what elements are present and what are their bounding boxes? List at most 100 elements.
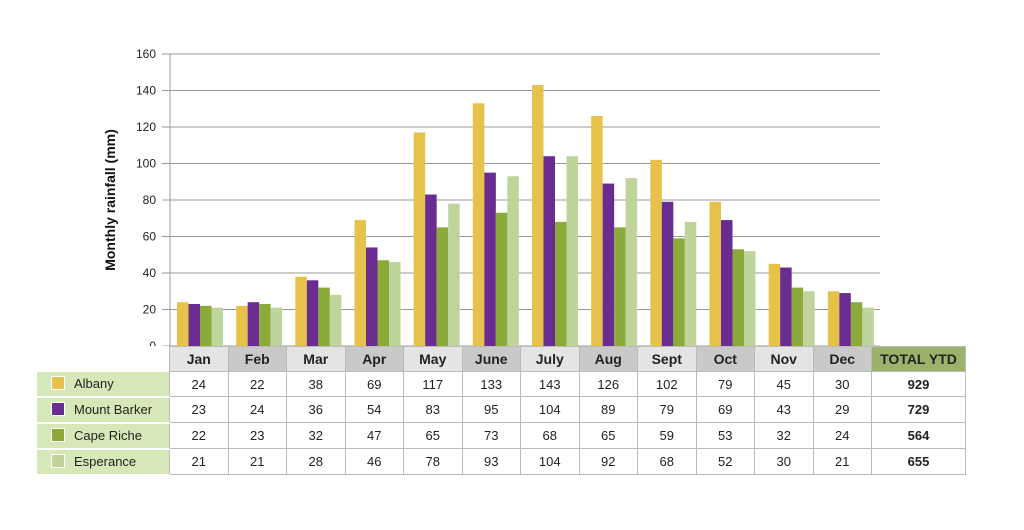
bar-esperance-june — [507, 176, 519, 346]
value-cell: 24 — [812, 422, 872, 449]
bar-mount-barker-apr — [366, 247, 378, 346]
bar-cape-riche-sept — [673, 238, 685, 346]
value-cell: 53 — [695, 422, 755, 449]
y-tick-label: 120 — [136, 120, 156, 134]
value-cell: 46 — [344, 448, 404, 475]
y-tick-label: 40 — [143, 266, 157, 280]
value-cell: 102 — [637, 371, 697, 397]
bar-albany-dec — [827, 291, 840, 346]
table-row: Cape Riche 22 23 32 47 65 73 68 65 59 53 32 24 564 — [37, 422, 966, 450]
value-cell: 92 — [578, 448, 638, 475]
value-cell: 54 — [344, 396, 404, 423]
month-header: Sept — [637, 346, 697, 372]
y-tick-label: 0 — [149, 339, 156, 346]
bar-mount-barker-oct — [721, 220, 733, 346]
series-name: Mount Barker — [74, 402, 153, 417]
bar-esperance-sept — [684, 221, 697, 346]
y-tick-label: 160 — [136, 47, 156, 61]
month-header: Feb — [227, 346, 287, 372]
month-header: Dec — [812, 346, 872, 372]
value-cell: 47 — [344, 422, 404, 449]
value-cell: 59 — [637, 422, 697, 449]
legend-item: Esperance — [37, 448, 170, 476]
value-cell: 38 — [286, 371, 346, 397]
value-cell: 24 — [227, 396, 287, 423]
legend-item: Cape Riche — [37, 422, 170, 450]
bar-albany-apr — [354, 220, 366, 346]
legend-swatch-icon — [51, 402, 65, 416]
bar-mount-barker-june — [484, 172, 496, 346]
bar-esperance-jan — [211, 307, 223, 346]
total-cell: 564 — [871, 422, 966, 449]
value-cell: 78 — [403, 448, 463, 475]
bar-albany-aug — [591, 116, 603, 346]
month-header: May — [403, 346, 463, 372]
value-cell: 23 — [227, 422, 287, 449]
value-cell: 21 — [812, 448, 872, 475]
bar-mount-barker-feb — [247, 302, 260, 346]
bar-cape-riche-june — [495, 212, 508, 346]
total-cell: 655 — [871, 448, 966, 475]
bar-esperance-may — [448, 203, 460, 346]
bar-mount-barker-aug — [602, 183, 615, 346]
bar-esperance-aug — [625, 178, 638, 346]
value-cell: 89 — [578, 396, 638, 423]
value-cell: 69 — [344, 371, 404, 397]
bar-mount-barker-may — [425, 194, 437, 346]
bar-cape-riche-apr — [377, 260, 389, 346]
value-cell: 32 — [286, 422, 346, 449]
legend-swatch-icon — [51, 376, 65, 390]
legend-swatch-icon — [51, 454, 65, 468]
bar-mount-barker-sept — [661, 201, 674, 346]
month-header: Jan — [169, 346, 229, 372]
value-cell: 104 — [520, 396, 580, 423]
series-name: Esperance — [74, 454, 137, 469]
table-corner — [37, 346, 170, 372]
value-cell: 28 — [286, 448, 346, 475]
bar-mount-barker-mar — [306, 280, 319, 346]
value-cell: 65 — [403, 422, 463, 449]
value-cell: 104 — [520, 448, 580, 475]
bar-albany-mar — [295, 276, 307, 346]
value-cell: 45 — [754, 371, 814, 397]
value-cell: 22 — [169, 422, 229, 449]
y-tick-label: 100 — [136, 157, 156, 171]
value-cell: 23 — [169, 396, 229, 423]
value-cell: 133 — [461, 371, 521, 397]
month-header: Mar — [286, 346, 346, 372]
value-cell: 68 — [637, 448, 697, 475]
bar-albany-oct — [709, 201, 721, 346]
bar-esperance-dec — [862, 307, 874, 346]
value-cell: 22 — [227, 371, 287, 397]
value-cell: 126 — [578, 371, 638, 397]
legend-item: Albany — [37, 371, 170, 398]
bar-esperance-apr — [389, 262, 401, 346]
value-cell: 43 — [754, 396, 814, 423]
bar-cape-riche-feb — [259, 304, 271, 346]
table-row: Albany 24 22 38 69 117 133 143 126 102 79 45 30 929 — [37, 371, 966, 398]
month-header: Oct — [695, 346, 755, 372]
value-cell: 36 — [286, 396, 346, 423]
value-cell: 30 — [754, 448, 814, 475]
value-cell: 79 — [695, 371, 755, 397]
value-cell: 65 — [578, 422, 638, 449]
month-header: Nov — [754, 346, 814, 372]
month-header: Apr — [344, 346, 404, 372]
month-header: July — [520, 346, 580, 372]
value-cell: 143 — [520, 371, 580, 397]
total-header: TOTAL YTD — [871, 346, 966, 372]
table-row: Mount Barker 23 24 36 54 83 95 104 89 79 69 43 29 729 — [37, 396, 966, 424]
month-header: Aug — [578, 346, 638, 372]
bar-mount-barker-july — [543, 156, 555, 346]
y-tick-label: 60 — [143, 230, 157, 244]
value-cell: 117 — [403, 371, 463, 397]
value-cell: 83 — [403, 396, 463, 423]
bar-cape-riche-oct — [732, 249, 744, 346]
bar-albany-sept — [650, 159, 662, 346]
value-cell: 21 — [169, 448, 229, 475]
y-tick-label: 80 — [143, 193, 157, 207]
bar-cape-riche-aug — [614, 227, 626, 346]
value-cell: 21 — [227, 448, 287, 475]
value-cell: 24 — [169, 371, 229, 397]
series-name: Cape Riche — [74, 428, 142, 443]
